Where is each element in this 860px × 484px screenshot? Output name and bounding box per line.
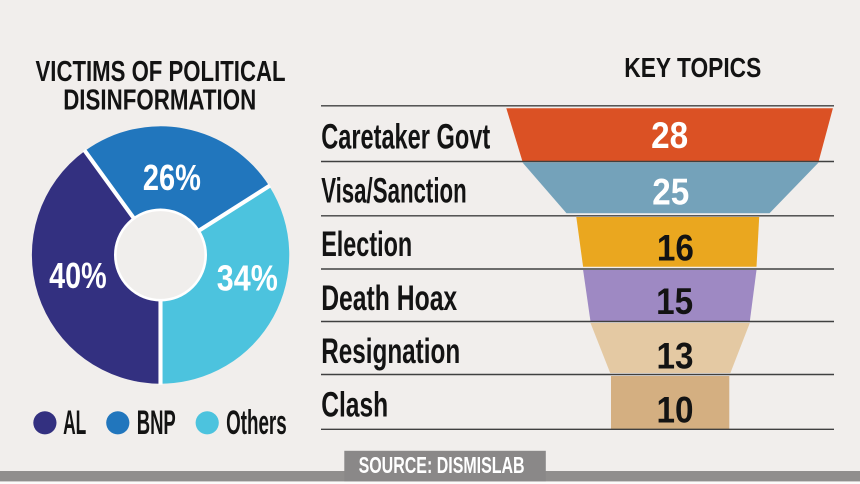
svg-text:26%: 26% (143, 157, 201, 198)
svg-text:16: 16 (657, 228, 694, 269)
svg-text:28: 28 (651, 115, 688, 156)
svg-text:VICTIMS OF POLITICAL: VICTIMS OF POLITICAL (36, 56, 286, 88)
svg-text:15: 15 (656, 281, 693, 322)
svg-text:Clash: Clash (321, 385, 388, 424)
svg-text:Caretaker Govt: Caretaker Govt (321, 118, 490, 157)
svg-text:40%: 40% (49, 255, 107, 296)
svg-text:Death Hoax: Death Hoax (321, 279, 457, 318)
svg-text:Others: Others (226, 404, 287, 442)
svg-text:25: 25 (652, 172, 689, 213)
svg-text:SOURCE: DISMISLAB: SOURCE: DISMISLAB (359, 452, 525, 478)
svg-text:AL: AL (63, 404, 86, 442)
svg-text:BNP: BNP (137, 404, 176, 442)
svg-text:DISINFORMATION: DISINFORMATION (63, 84, 256, 116)
svg-text:KEY TOPICS: KEY TOPICS (624, 52, 761, 83)
svg-text:Visa/Sanction: Visa/Sanction (321, 171, 467, 210)
svg-text:34%: 34% (217, 257, 278, 298)
svg-text:10: 10 (657, 389, 694, 430)
svg-text:Election: Election (321, 225, 412, 264)
svg-text:Resignation: Resignation (321, 332, 460, 371)
svg-text:13: 13 (657, 336, 694, 377)
